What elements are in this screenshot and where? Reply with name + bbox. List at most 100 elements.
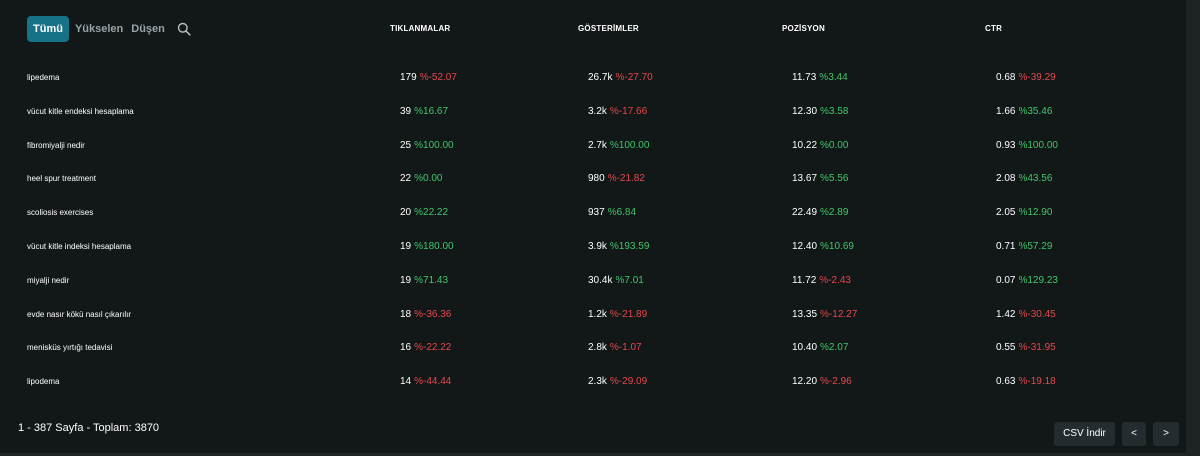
position-value: 22.49 [792, 207, 818, 219]
impressions-change: %-1.07 [609, 342, 642, 354]
impressions-value: 30.4k [588, 274, 613, 286]
clicks-change: %-44.44 [414, 376, 452, 388]
query-text: lipedema [27, 73, 60, 82]
clicks-change: %-52.07 [419, 72, 457, 83]
position-cell: 13.67 %5.56 [792, 162, 848, 196]
impressions-cell: 2.3k %-29.09 [588, 365, 647, 399]
position-value: 13.67 [792, 173, 818, 185]
impressions-value: 2.7k [588, 139, 607, 151]
position-cell: 12.20 %-2.96 [792, 365, 852, 399]
position-value: 12.40 [792, 240, 818, 252]
ctr-cell: 0.07 %129.23 [996, 264, 1058, 298]
table-row[interactable]: vücut kitle endeksi hesaplama 39 %16.67 3.2… [0, 95, 1200, 129]
impressions-change: %-27.70 [615, 72, 653, 83]
ctr-cell: 0.63 %-19.18 [996, 365, 1056, 399]
ctr-cell: 0.68 %-39.29 [996, 61, 1056, 95]
position-change: %-2.96 [820, 376, 852, 388]
table-row[interactable]: menisküs yırtığı tedavisi 16 %-22.22 2.8k %-… [0, 331, 1200, 365]
position-cell: 13.35 %-12.27 [792, 298, 857, 332]
position-cell: 10.40 %2.07 [792, 331, 848, 365]
ctr-change: %35.46 [1018, 105, 1053, 117]
clicks-value: 19 [400, 240, 412, 252]
prev-page-button[interactable]: < [1122, 422, 1146, 446]
next-page-button[interactable]: > [1153, 422, 1179, 446]
query-text: vücut kitle indeksi hesaplama [27, 241, 132, 251]
ctr-change: %57.29 [1018, 240, 1053, 252]
query-text: scoliosis exercises [27, 208, 94, 218]
impressions-change: %7.01 [615, 274, 644, 286]
query-text: heel spur treatment [27, 174, 96, 184]
impressions-value: 3.2k [588, 105, 607, 117]
position-change: %2.89 [820, 207, 849, 219]
table-row[interactable]: scoliosis exercises 20 %22.22 937 %6.84 22.49… [0, 196, 1200, 230]
position-value: 11.73 [792, 72, 817, 83]
position-cell: 10.22 %0.00 [792, 129, 848, 163]
table-row[interactable]: miyalji nedir 19 %71.43 30.4k %7.01 11.72 %-2.… [0, 264, 1200, 298]
tab-all[interactable]: Tümü [27, 16, 69, 42]
ctr-change: %129.23 [1018, 274, 1058, 286]
ctr-cell: 2.08 %43.56 [996, 162, 1052, 196]
column-header-position[interactable]: POZİSYON [782, 24, 825, 33]
clicks-change: %0.00 [414, 173, 443, 185]
pagination-info: 1 - 387 Sayfa - Toplam: 3870 [18, 422, 160, 434]
table-row[interactable]: lipedema 179 %-52.07 26.7k %-27.70 11.73 %3.44… [0, 61, 1200, 95]
clicks-cell: 14 %-44.44 [400, 365, 451, 399]
column-header-impressions[interactable]: GÖSTERİMLER [578, 24, 639, 33]
ctr-cell: 0.93 %100.00 [996, 129, 1058, 163]
ctr-value: 2.05 [996, 207, 1016, 219]
impressions-value: 980 [588, 173, 605, 185]
query-text: evde nasır kökü nasıl çıkarılır [27, 309, 132, 319]
clicks-value: 25 [400, 139, 412, 151]
clicks-cell: 16 %-22.22 [400, 331, 451, 365]
query-text: miyalji nedir [27, 275, 70, 285]
impressions-cell: 980 %-21.82 [588, 162, 645, 196]
ctr-value: 2.08 [996, 173, 1016, 185]
clicks-value: 20 [400, 207, 412, 219]
column-header-ctr[interactable]: CTR [985, 24, 1003, 33]
ctr-cell: 0.71 %57.29 [996, 230, 1052, 264]
clicks-value: 14 [400, 376, 412, 388]
impressions-change: %-29.09 [609, 376, 648, 388]
impressions-cell: 3.2k %-17.66 [588, 95, 647, 129]
impressions-cell: 2.7k %100.00 [588, 129, 649, 163]
impressions-change: %-17.66 [609, 105, 648, 117]
position-change: %2.07 [820, 342, 849, 354]
position-cell: 22.49 %2.89 [792, 196, 848, 230]
clicks-value: 18 [400, 308, 412, 320]
position-cell: 12.30 %3.58 [792, 95, 848, 129]
tab-falling[interactable]: Düşen [131, 23, 165, 35]
ctr-change: %12.90 [1018, 207, 1053, 219]
table-row[interactable]: fibromiyalji nedir 25 %100.00 2.7k %100.00 10… [0, 129, 1200, 163]
clicks-change: %71.43 [414, 274, 449, 286]
ctr-value: 0.55 [996, 342, 1016, 354]
clicks-value: 19 [400, 274, 412, 286]
tab-rising[interactable]: Yükselen [74, 23, 124, 35]
table-row[interactable]: lipodema 14 %-44.44 2.3k %-29.09 12.20 %-2.96 0… [0, 365, 1200, 399]
impressions-change: %-21.89 [609, 308, 648, 320]
clicks-cell: 179 %-52.07 [400, 61, 457, 95]
search-icon[interactable] [177, 22, 191, 36]
ctr-cell: 2.05 %12.90 [996, 196, 1052, 230]
table-row[interactable]: vücut kitle indeksi hesaplama 19 %180.00 3.… [0, 230, 1200, 264]
impressions-cell: 26.7k %-27.70 [588, 61, 653, 95]
ctr-value: 0.93 [996, 139, 1016, 151]
position-change: %3.44 [819, 72, 848, 83]
clicks-change: %180.00 [414, 240, 454, 252]
table-row[interactable]: heel spur treatment 22 %0.00 980 %-21.82 13.6… [0, 162, 1200, 196]
frame-edge [1186, 0, 1200, 456]
csv-download-button[interactable]: CSV İndir [1054, 422, 1115, 446]
impressions-value: 2.8k [588, 342, 607, 354]
impressions-cell: 1.2k %-21.89 [588, 298, 647, 332]
table-row[interactable]: evde nasır kökü nasıl çıkarılır 18 %-36.36… [0, 298, 1200, 332]
position-change: %-2.43 [819, 274, 851, 286]
clicks-cell: 22 %0.00 [400, 162, 442, 196]
column-header-clicks[interactable]: TIKLANMALAR [390, 24, 451, 33]
impressions-value: 3.9k [588, 240, 607, 252]
ctr-change: %-30.45 [1018, 308, 1056, 320]
clicks-value: 39 [400, 105, 412, 117]
impressions-cell: 2.8k %-1.07 [588, 331, 642, 365]
impressions-value: 937 [588, 207, 605, 219]
position-cell: 11.73 %3.44 [792, 61, 848, 95]
impressions-change: %6.84 [607, 207, 637, 219]
